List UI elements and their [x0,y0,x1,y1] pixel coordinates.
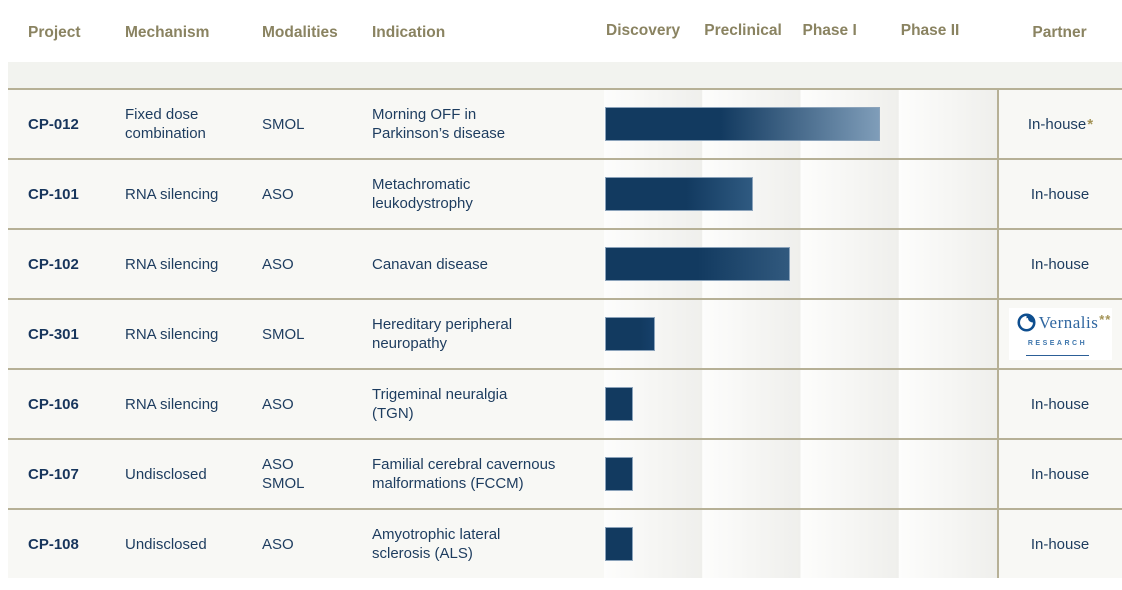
col-header-preclinical: Preclinical [704,22,782,39]
col-header-project: Project [28,24,81,41]
modalities-cell: SMOL [262,115,305,133]
phase-track [604,160,997,228]
modalities-cell: ASO [262,255,294,273]
modalities-cell: SMOL [262,325,305,343]
mechanism-cell: RNA silencing [125,325,219,343]
table-row: CP-106 RNA silencing ASO Trigeminal neur… [8,368,1122,438]
col-header-modalities: Modalities [262,24,338,41]
mechanism-cell: Undisclosed [125,535,207,553]
phase-headers: Discovery Preclinical Phase I Phase II [604,0,997,62]
phase-track [604,510,997,578]
modalities-cell: ASO [262,395,294,413]
col-header-phase1: Phase I [802,22,857,39]
progress-bar [605,457,633,491]
phase-track [604,370,997,438]
mechanism-cell: Undisclosed [125,465,207,483]
mechanism-cell: RNA silencing [125,395,219,413]
footnote-asterisks: ** [1099,312,1112,327]
indication-cell: Canavan disease [372,255,488,273]
partner-cell: In-house [997,370,1122,438]
mechanism-cell: RNA silencing [125,185,219,203]
modalities-cell: ASO SMOL [262,456,305,492]
table-row: CP-101 RNA silencing ASO Metachromatic l… [8,158,1122,228]
project-id: CP-106 [28,395,79,413]
col-header-mechanism: Mechanism [125,24,210,41]
progress-bar [605,177,753,211]
col-header-partner: Partner [1032,24,1087,41]
project-id: CP-108 [28,535,79,553]
partner-cell: In-house [997,230,1122,298]
progress-bar [605,317,655,351]
col-header-indication: Indication [372,24,446,41]
modalities-cell: ASO [262,185,294,203]
indication-cell: Morning OFF in Parkinson’s disease [372,106,506,142]
partner-label: In-house [1027,115,1087,133]
footnote-asterisk: * [1087,115,1094,133]
project-id: CP-301 [28,325,79,343]
col-header-phase2: Phase II [900,22,960,39]
partner-cell: ** Vernalis RESEARCH [997,300,1122,368]
partner-label: In-house [1030,465,1090,483]
partner-cell: In-house * [997,90,1122,158]
progress-bar [605,527,633,561]
partner-cell: In-house [997,160,1122,228]
project-id: CP-012 [28,115,79,133]
table-row: CP-108 Undisclosed ASO Amyotrophic later… [8,508,1122,578]
col-header-discovery: Discovery [606,22,681,39]
project-id: CP-101 [28,185,79,203]
indication-cell: Familial cerebral cavernous malformation… [372,456,556,492]
table-row: CP-012 Fixed dose combination SMOL Morni… [8,88,1122,158]
indication-cell: Amyotrophic lateral sclerosis (ALS) [372,526,501,562]
table-row: CP-301 RNA silencing SMOL Hereditary per… [8,298,1122,368]
table-header: Project Mechanism Modalities Indication … [8,0,1122,62]
table-row: CP-102 RNA silencing ASO Canavan disease… [8,228,1122,298]
partner-label: In-house [1030,535,1090,553]
spacer-strip [8,62,1122,88]
vernalis-swirl-icon [1017,313,1036,332]
vernalis-wordmark: Vernalis [1017,313,1099,332]
mechanism-cell: RNA silencing [125,255,219,273]
phase-track [604,230,997,298]
partner-cell: In-house [997,440,1122,508]
project-id: CP-107 [28,465,79,483]
partner-label: In-house [1030,255,1090,273]
progress-bar [605,107,880,141]
mechanism-cell: Fixed dose combination [125,106,206,142]
phase-track [604,300,997,368]
project-id: CP-102 [28,255,79,273]
vernalis-research-label: RESEARCH [1025,333,1090,356]
partner-label: In-house [1030,395,1090,413]
indication-cell: Metachromatic leukodystrophy [372,176,473,212]
indication-cell: Hereditary peripheral neuropathy [372,316,513,352]
partner-label: In-house [1030,185,1090,203]
phase-track [604,440,997,508]
vernalis-name: Vernalis [1038,313,1099,332]
vernalis-logo: ** Vernalis RESEARCH [1008,308,1113,360]
progress-bar [605,247,790,281]
partner-cell: In-house [997,510,1122,578]
indication-cell: Trigeminal neuralgia (TGN) [372,386,508,422]
progress-bar [605,387,633,421]
phase-track [604,90,997,158]
table-row: CP-107 Undisclosed ASO SMOL Familial cer… [8,438,1122,508]
modalities-cell: ASO [262,535,294,553]
